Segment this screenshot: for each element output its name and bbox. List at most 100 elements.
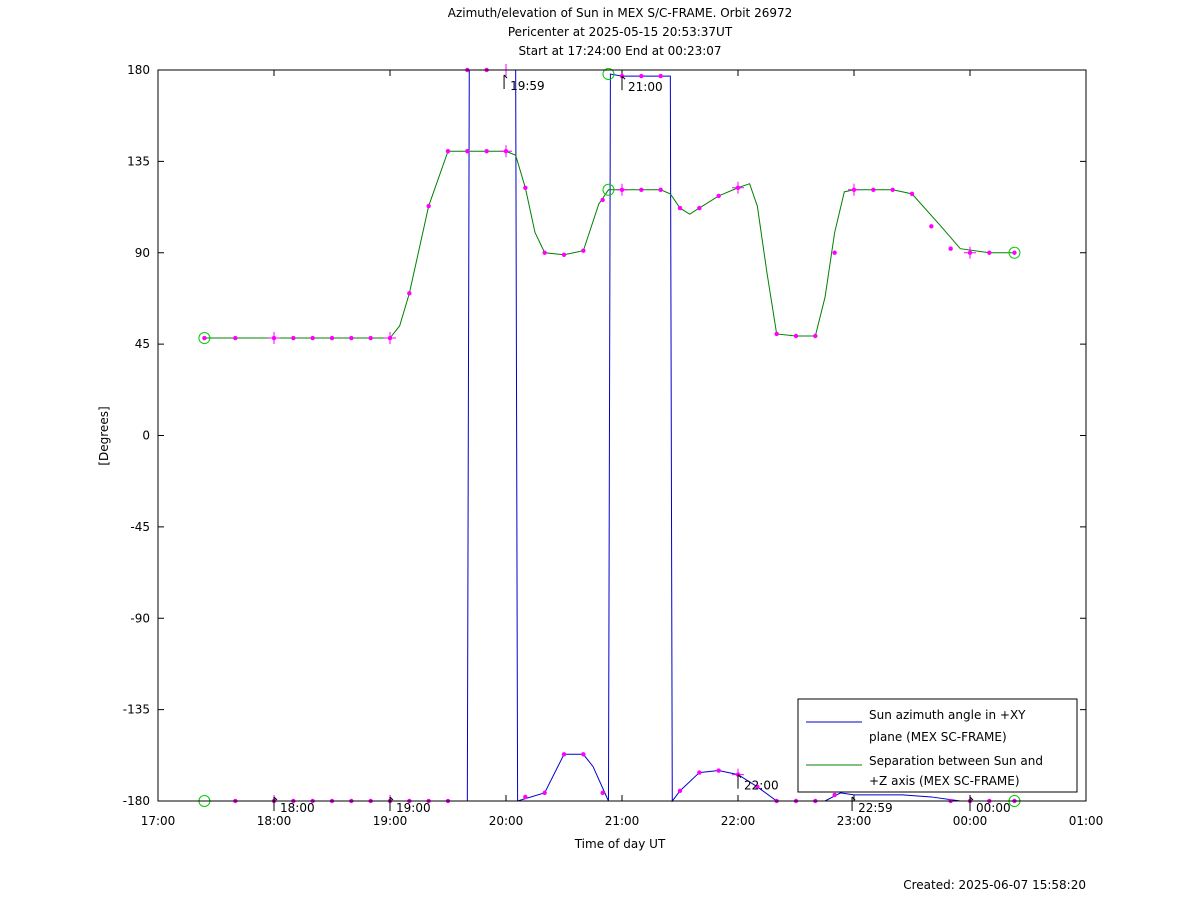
data-point-dot: [677, 205, 683, 211]
data-point-dot: [484, 149, 489, 154]
plot-frame: [157, 69, 1087, 802]
annotation-label: 00:00: [976, 801, 1011, 815]
data-point-dot: [929, 224, 934, 229]
time-annotation: 22:00: [737, 774, 779, 793]
legend-box: [797, 698, 1078, 793]
data-point-cross: [616, 183, 628, 196]
legend: Sun azimuth angle in +XY plane (MEX SC-F…: [797, 698, 1078, 793]
data-point-cross: [732, 181, 744, 194]
data-point-dot: [987, 250, 992, 255]
data-point-dot: [658, 187, 663, 193]
annotation-tick: [621, 75, 626, 91]
data-point-cross: [848, 183, 860, 196]
annotation-tick: [851, 796, 856, 811]
data-point-dot: [658, 73, 663, 79]
data-point-dot: [716, 193, 721, 199]
x-tick-label: 20:00: [489, 814, 524, 828]
data-point-dot: [349, 335, 354, 341]
annotation-label: 21:00: [628, 80, 663, 94]
data-point-dot: [523, 794, 528, 800]
annotation-tick: [503, 74, 508, 89]
data-point-dot: [581, 248, 586, 253]
title-line-1: Azimuth/elevation of Sun in MEX S/C-FRAM…: [448, 6, 793, 20]
endpoint-circle: [198, 332, 211, 345]
data-point-dot: [465, 149, 470, 154]
chart-title: Azimuth/elevation of Sun in MEX S/C-FRAM…: [448, 6, 793, 58]
data-point-dot: [774, 331, 779, 337]
legend-label-separation-1: Separation between Sun and: [869, 754, 1043, 768]
data-point-dot: [832, 250, 837, 255]
data-point-dot: [1012, 250, 1017, 255]
annotation-label: 22:00: [744, 779, 779, 793]
data-point-dot: [832, 792, 837, 798]
data-point-dot: [291, 335, 296, 341]
data-point-dot: [697, 205, 702, 211]
y-tick-label: 135: [127, 154, 150, 168]
data-point-dot: [600, 197, 605, 203]
data-point-dot: [310, 335, 315, 341]
data-point-dot: [202, 335, 207, 341]
data-point-dot: [542, 250, 547, 255]
title-line-3: Start at 17:24:00 End at 00:23:07: [518, 44, 721, 58]
y-axis-label: [Degrees]: [97, 406, 111, 465]
y-tick-label: 180: [127, 63, 150, 77]
y-tick-label: -180: [123, 794, 150, 808]
y-tick-label: -45: [130, 520, 150, 534]
data-point-dot: [639, 73, 644, 79]
legend-label-azimuth-2: plane (MEX SC-FRAME): [869, 730, 1007, 744]
data-point-dot: [813, 333, 818, 339]
y-tick-label: -135: [123, 703, 150, 717]
legend-label-azimuth-1: Sun azimuth angle in +XY: [869, 708, 1026, 722]
data-point-dot: [697, 770, 702, 775]
x-tick-label: 22:00: [721, 814, 756, 828]
series-line-0: [204, 69, 1015, 803]
data-point-dot: [890, 187, 895, 193]
data-point-dot: [445, 149, 451, 154]
data-point-cross: [500, 145, 512, 158]
data-point-dot: [561, 252, 567, 257]
data-point-dot: [426, 203, 431, 209]
annotation-label: 18:00: [280, 801, 315, 815]
time-annotation: 00:00: [969, 796, 1011, 815]
y-tick-label: 0: [142, 429, 150, 443]
axis-tick-labels: 17:00 18:00 19:00 20:00 21:00 22:00 23:00 00:00…: [123, 63, 1104, 828]
annotation-label: 22:59: [858, 801, 893, 815]
data-point-dot: [329, 335, 335, 341]
annotation-label: 19:59: [510, 79, 545, 93]
annotation-tick: [737, 774, 742, 789]
x-tick-label: 00:00: [953, 814, 988, 828]
x-tick-label: 21:00: [605, 814, 640, 828]
y-tick-label: 90: [135, 246, 150, 260]
time-annotation: 21:00: [621, 75, 663, 94]
y-tick-label: 45: [135, 337, 150, 351]
annotation-tick: [273, 796, 278, 811]
annotation-tick: [969, 796, 974, 811]
data-point-dot: [909, 191, 915, 197]
data-point-dot: [716, 768, 721, 773]
x-tick-label: 17:00: [141, 814, 176, 828]
data-point-dot: [871, 187, 876, 193]
data-point-dot: [561, 752, 567, 757]
data-point-dot: [233, 335, 238, 341]
axis-ticks: [157, 69, 1087, 802]
data-point-dot: [407, 291, 412, 296]
created-timestamp: Created: 2025-06-07 15:58:20: [903, 878, 1086, 892]
x-tick-label: 19:00: [373, 814, 408, 828]
time-annotation: 19:59: [503, 74, 545, 93]
data-point-dot: [639, 187, 644, 193]
annotation-tick: [389, 796, 394, 811]
data-point-dot: [948, 246, 953, 251]
x-axis-label: Time of day UT: [574, 837, 666, 851]
data-point-cross: [964, 246, 976, 259]
endpoint-circle: [602, 183, 615, 196]
y-tick-label: -90: [130, 611, 150, 625]
x-tick-label: 18:00: [257, 814, 292, 828]
data-point-cross: [268, 332, 280, 345]
data-point-dot: [581, 752, 586, 757]
endpoint-circle: [602, 68, 615, 81]
title-line-2: Pericenter at 2025-05-15 20:53:37UT: [508, 25, 733, 39]
data-point-dot: [368, 335, 373, 341]
data-point-dot: [755, 784, 760, 789]
time-annotation: 22:59: [851, 796, 893, 815]
